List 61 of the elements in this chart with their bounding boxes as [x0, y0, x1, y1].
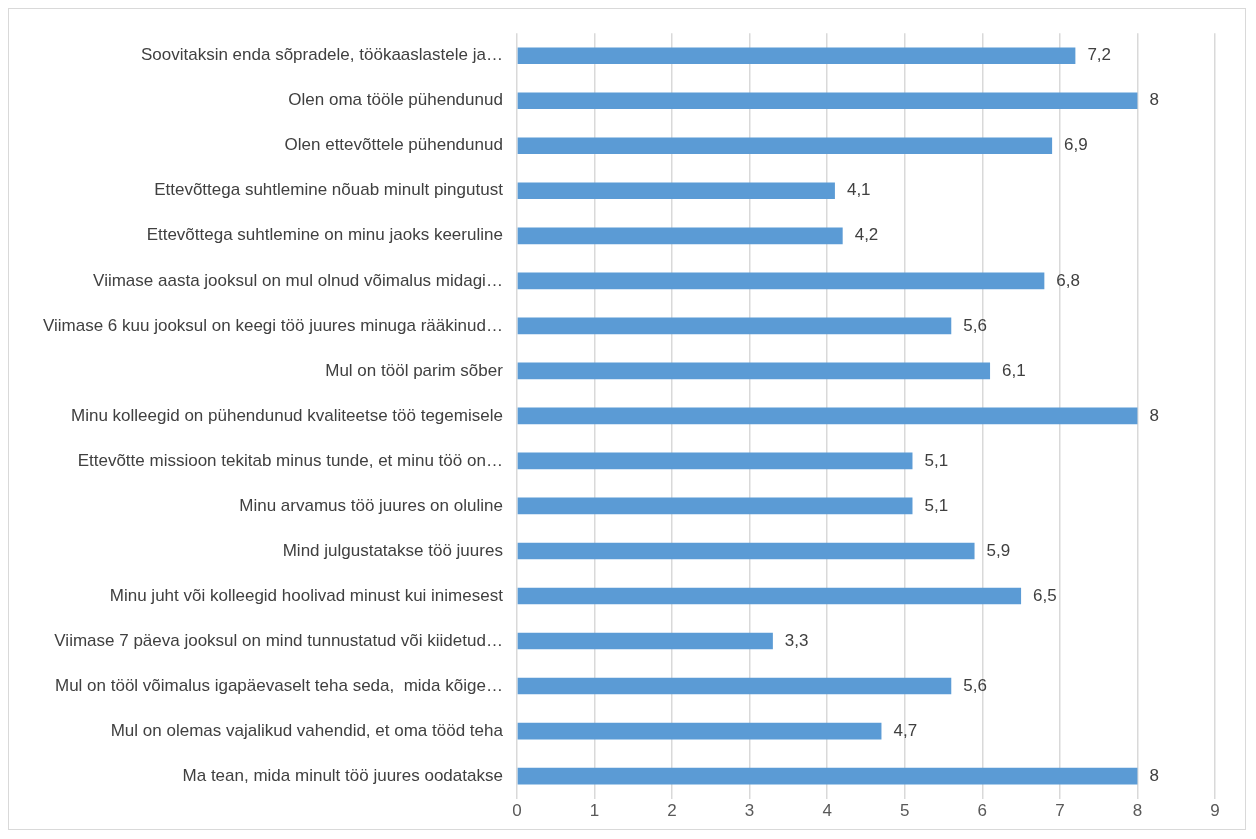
x-tick-label: 4 [822, 801, 832, 821]
y-tick-label: Ettevõttega suhtlemine nõuab minult pingutust [154, 180, 504, 200]
bar [517, 542, 975, 560]
data-label: 4,2 [854, 225, 879, 245]
x-tick-label: 9 [1210, 801, 1220, 821]
y-tick-label: Viimase aasta jooksul on mul olnud võimalus midagi… [93, 270, 503, 290]
y-tick-label: Mind julgustatakse töö juures [282, 540, 503, 560]
y-tick-label: Viimase 7 päeva jooksul on mind tunnustatud või kiidetud… [54, 630, 503, 650]
y-tick-label: Minu juht või kolleegid hoolivad minust kui inimesest [109, 585, 504, 605]
data-label: 4,7 [893, 720, 918, 740]
data-label: 7,2 [1087, 45, 1112, 65]
x-tick-label: 3 [744, 801, 755, 821]
bar [517, 92, 1138, 110]
bar [517, 182, 835, 200]
bar [517, 407, 1138, 425]
bar [517, 47, 1076, 65]
x-tick-label: 2 [667, 801, 677, 821]
y-tick-label: Minu kolleegid on pühendunud kvaliteetse töö tegemisele [70, 405, 503, 425]
data-label: 5,9 [986, 540, 1011, 560]
data-label: 5,6 [963, 675, 987, 695]
y-tick-label: Ettevõttega suhtlemine on minu jaoks keeruline [146, 225, 503, 245]
y-tick-label: Olen ettevõttele pühendunud [284, 135, 503, 155]
bar [517, 317, 952, 335]
data-label: 8 [1149, 765, 1159, 785]
bar [517, 362, 991, 380]
bar [517, 632, 773, 650]
x-tick-label: 0 [512, 801, 522, 821]
bar [517, 722, 882, 740]
y-tick-label: Ettevõtte missioon tekitab minus tunde, et minu töö on… [77, 450, 503, 470]
bar [517, 587, 1022, 605]
data-label: 6,8 [1056, 270, 1080, 290]
bar [517, 497, 913, 515]
data-label: 5,6 [963, 315, 987, 335]
x-tick-label: 5 [900, 801, 910, 821]
bar [517, 272, 1045, 290]
data-label: 3,3 [784, 630, 809, 650]
data-label: 5,1 [924, 450, 949, 470]
y-tick-label: Mul on tööl parim sõber [325, 360, 504, 380]
y-tick-label: Mul on olemas vajalikud vahendid, et oma tööd teha [110, 720, 504, 740]
data-label: 4,1 [846, 180, 871, 200]
y-tick-label: Ma tean, mida minult töö juures oodatakse [182, 765, 503, 785]
bar [517, 137, 1053, 155]
data-label: 8 [1149, 405, 1159, 425]
data-label: 6,1 [1002, 360, 1026, 380]
x-tick-label: 7 [1055, 801, 1065, 821]
y-tick-label: Olen oma tööle pühendunud [288, 90, 503, 110]
data-label: 6,9 [1064, 135, 1088, 155]
data-label: 8 [1149, 90, 1159, 110]
x-tick-label: 8 [1132, 801, 1143, 821]
y-tick-label: Viimase 6 kuu jooksul on keegi töö juures minuga rääkinud… [42, 315, 503, 335]
bar [517, 227, 843, 245]
y-tick-label: Minu arvamus töö juures on oluline [239, 495, 503, 515]
bar [517, 452, 913, 470]
y-tick-label: Soovitaksin enda sõpradele, töökaaslastele ja… [140, 45, 503, 65]
data-label: 6,5 [1033, 585, 1057, 605]
bar [517, 677, 952, 695]
bar [517, 767, 1138, 785]
x-tick-label: 6 [977, 801, 988, 821]
x-tick-label: 1 [589, 801, 600, 821]
y-tick-label: Mul on tööl võimalus igapäevaselt teha seda, mida kõige… [54, 675, 503, 695]
data-label: 5,1 [924, 495, 949, 515]
